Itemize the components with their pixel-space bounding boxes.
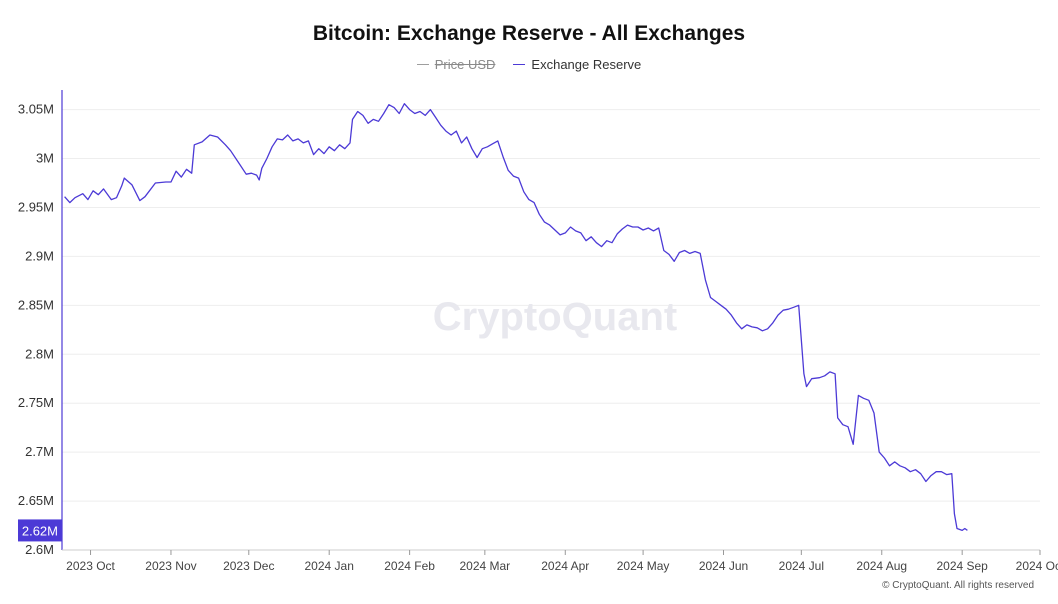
y-tick-label: 2.9M: [25, 248, 54, 263]
legend-label-exchange-reserve: Exchange Reserve: [531, 57, 642, 72]
legend-swatch-price-usd: [416, 64, 429, 65]
x-tick-label: 2024 Mar: [459, 559, 510, 573]
x-tick-label: 2024 Aug: [856, 559, 907, 573]
chart-legend: Price USD Exchange Reserve: [0, 57, 1058, 72]
current-value-marker: 2.62M: [18, 519, 62, 542]
chart-title: Bitcoin: Exchange Reserve - All Exchange…: [312, 22, 746, 45]
y-tick-label: 2.85M: [18, 297, 54, 312]
current-value-badge: [18, 519, 62, 542]
x-tick-label: 2024 Apr: [541, 559, 589, 573]
y-axis: 2.6M 2.65M 2.7M 2.75M 2.8M 2.85M 2.9M 2.95M 3M 3.…: [18, 90, 63, 557]
y-tick-label: 3.05M: [18, 102, 54, 117]
copyright-footer: © CryptoQuant. All rights reserved: [882, 580, 1034, 591]
y-tick-label: 2.95M: [18, 199, 54, 214]
x-tick-label: 2024 Jun: [699, 559, 748, 573]
legend-item-exchange-reserve[interactable]: Exchange Reserve: [513, 57, 641, 72]
x-tick-label: 2024 Oct: [1016, 559, 1058, 573]
y-tick-label: 3M: [36, 151, 54, 166]
x-tick-label: 2023 Dec: [223, 559, 274, 573]
legend-swatch-exchange-reserve: [513, 64, 526, 65]
legend-item-price-usd[interactable]: Price USD: [416, 57, 496, 72]
x-tick-label: 2024 Jul: [779, 559, 824, 573]
x-axis: 2023 Oct 2023 Nov 2023 Dec 2024 Jan 2024 Feb…: [62, 549, 1058, 573]
legend-label-price-usd: Price USD: [434, 57, 496, 72]
y-tick-label: 2.7M: [25, 444, 54, 459]
x-tick-label: 2023 Nov: [145, 559, 196, 573]
grid-lines: [62, 109, 1040, 551]
x-tick-label: 2023 Oct: [66, 559, 115, 573]
watermark: CryptoQuant: [433, 295, 677, 339]
y-tick-label: 2.6M: [25, 542, 54, 557]
x-tick-label: 2024 May: [617, 559, 670, 573]
y-tick-label: 2.8M: [25, 346, 54, 361]
x-tick-label: 2024 Sep: [936, 559, 988, 573]
x-tick-label: 2024 Jan: [305, 559, 354, 573]
y-tick-label: 2.65M: [18, 493, 54, 508]
series-line-exchange-reserve: [64, 103, 968, 532]
y-tick-label: 2.75M: [18, 395, 54, 410]
series-layer: [64, 103, 968, 532]
current-value-label: 2.62M: [22, 523, 58, 538]
x-tick-label: 2024 Feb: [384, 559, 435, 573]
